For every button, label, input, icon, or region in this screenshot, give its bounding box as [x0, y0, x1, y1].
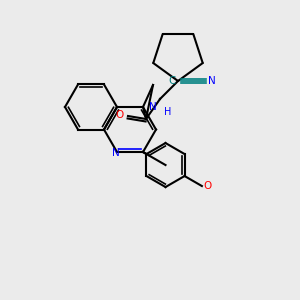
Text: C: C [169, 76, 176, 86]
Text: O: O [116, 110, 124, 120]
Text: N: N [149, 102, 157, 112]
Text: H: H [164, 107, 171, 117]
Text: N: N [208, 76, 216, 86]
Text: O: O [203, 181, 211, 191]
Text: N: N [112, 148, 120, 158]
